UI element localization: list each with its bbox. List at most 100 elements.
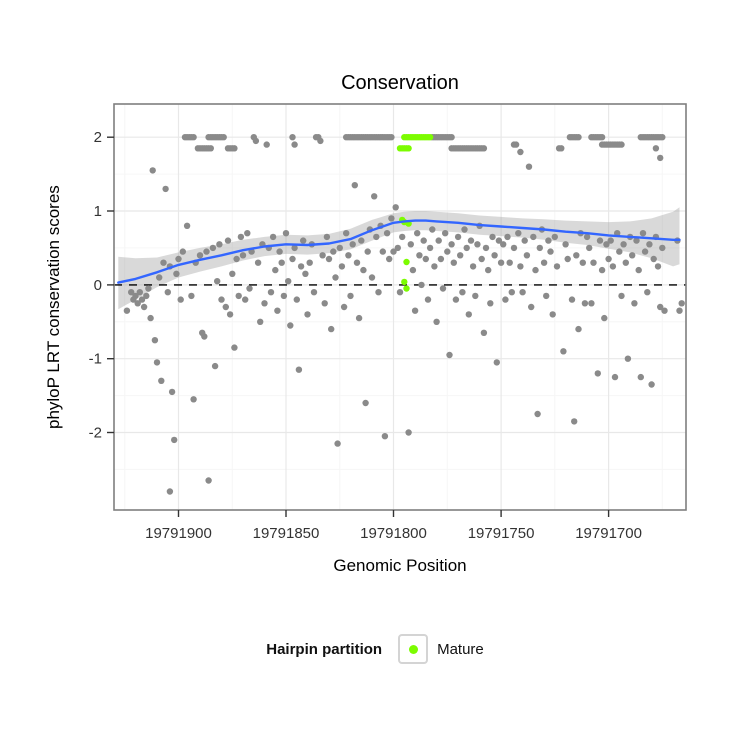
conservation-scores-point xyxy=(472,292,479,300)
conservation-scores-point xyxy=(222,303,229,311)
conservation-scores-point xyxy=(639,230,647,237)
conservation-scores-point xyxy=(611,373,619,381)
conservation-scores-point xyxy=(510,244,518,252)
conservation-scores-point xyxy=(463,244,470,252)
conservation-scores-point xyxy=(205,477,212,484)
conservation-scores-point xyxy=(575,134,582,141)
conservation-scores-point xyxy=(282,230,290,237)
conservation-scores-point xyxy=(571,418,578,425)
conservation-scores-point xyxy=(504,233,511,241)
conservation-scores-point xyxy=(448,241,455,248)
mature-point xyxy=(426,134,434,141)
conservation-scores-point xyxy=(594,370,601,377)
conservation-scores-point xyxy=(358,237,365,244)
conservation-scores-point xyxy=(549,311,556,318)
smooth-line xyxy=(117,219,681,284)
x-tick-label: 19791800 xyxy=(360,525,427,542)
conservation-scores-point xyxy=(177,296,184,303)
conservation-scores-point xyxy=(317,137,324,145)
conservation-scores-point xyxy=(629,252,636,259)
conservation-scores-point xyxy=(661,307,668,314)
conservation-scores-point xyxy=(368,274,376,281)
conservation-scores-point xyxy=(422,255,429,263)
y-tick-label: 2 xyxy=(94,129,102,146)
conservation-scores-point xyxy=(411,307,419,314)
conservation-scores-point xyxy=(373,233,380,241)
conservation-scores-point xyxy=(560,348,567,355)
conservation-scores-point xyxy=(543,292,550,300)
conservation-scores-point xyxy=(302,270,309,277)
conservation-scores-point xyxy=(648,381,655,388)
conservation-scores-point xyxy=(334,440,341,447)
conservation-scores-point xyxy=(216,241,223,248)
conservation-scores-point xyxy=(461,226,468,233)
confidence-ribbon xyxy=(118,207,680,310)
conservation-scores-point xyxy=(635,266,642,274)
conservation-scores-point xyxy=(631,300,638,307)
conservation-scores-point xyxy=(534,410,541,418)
conservation-scores-point xyxy=(252,137,260,145)
conservation-scores-point xyxy=(500,241,507,248)
conservation-scores-point xyxy=(226,311,234,318)
conservation-scores-point xyxy=(452,296,460,303)
conservation-scores-point xyxy=(175,255,182,263)
conservation-scores-point xyxy=(123,307,131,314)
conservation-scores-point xyxy=(289,134,296,141)
conservation-scores-point xyxy=(678,300,685,307)
conservation-scores-point xyxy=(257,318,264,325)
conservation-scores-point xyxy=(620,241,627,248)
conservation-scores-point xyxy=(386,255,393,263)
conservation-scores-point xyxy=(583,233,591,241)
conservation-scores-point xyxy=(545,237,552,244)
conservation-scores-point xyxy=(641,248,649,255)
conservation-scores-point xyxy=(654,263,662,270)
conservation-scores-point xyxy=(429,226,436,233)
conservation-scores-point xyxy=(532,266,539,274)
conservation-scores-point xyxy=(173,270,180,277)
conservation-scores-point xyxy=(381,433,389,440)
conservation-scores-point xyxy=(147,314,154,322)
conservation-scores-point xyxy=(244,230,251,237)
conservation-scores-point xyxy=(616,248,623,255)
conservation-scores-point xyxy=(598,134,606,141)
conservation-scores-point xyxy=(652,145,660,152)
conservation-scores-point xyxy=(618,141,625,148)
conservation-scores-point xyxy=(506,259,513,266)
conservation-scores-point xyxy=(586,244,593,252)
conservation-scores-point xyxy=(220,134,227,141)
conservation-scores-point xyxy=(454,233,462,241)
conservation-scores-point xyxy=(523,252,531,259)
conservation-scores-point xyxy=(134,300,141,307)
conservation-scores-point xyxy=(300,237,307,244)
conservation-scores-point xyxy=(319,252,326,259)
conservation-scores-point xyxy=(345,252,352,259)
mature-point-swatch-icon xyxy=(408,644,418,654)
conservation-scores-point xyxy=(517,263,524,270)
conservation-scores-point xyxy=(416,252,423,259)
conservation-scores-point xyxy=(609,263,617,270)
conservation-scores-point xyxy=(512,141,520,148)
conservation-scores-point xyxy=(414,230,421,237)
conservation-scores-point xyxy=(568,296,576,303)
conservation-scores-point xyxy=(293,296,300,303)
conservation-scores-point xyxy=(564,255,571,263)
conservation-scores-point xyxy=(418,281,425,289)
conservation-scores-point xyxy=(657,154,664,162)
conservation-scores-point xyxy=(502,296,509,303)
y-tick-label: 0 xyxy=(94,277,102,294)
conservation-scores-point xyxy=(274,307,281,314)
legend-key xyxy=(398,634,429,664)
conservation-scores-point xyxy=(618,292,625,300)
conservation-scores-point xyxy=(487,300,494,307)
conservation-scores-point xyxy=(306,259,313,266)
mature-point xyxy=(403,285,410,292)
conservation-scores-point xyxy=(515,230,522,237)
panel-border xyxy=(113,103,687,511)
conservation-scores-point xyxy=(343,230,350,237)
conservation-scores-point xyxy=(676,307,683,314)
conservation-scores-point xyxy=(272,266,279,274)
conservation-scores-point xyxy=(575,325,582,333)
conservation-scores-point xyxy=(263,141,270,148)
x-tick-label: 19791700 xyxy=(575,525,642,542)
